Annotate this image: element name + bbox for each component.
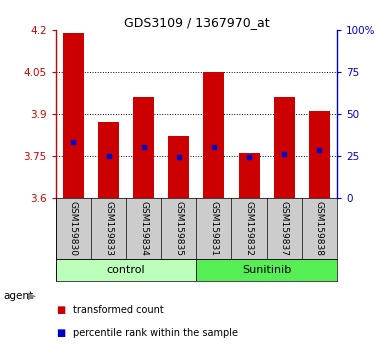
Title: GDS3109 / 1367970_at: GDS3109 / 1367970_at	[124, 16, 269, 29]
Bar	[98, 122, 119, 198]
Text: GSM159837: GSM159837	[280, 201, 289, 256]
Text: control: control	[107, 265, 146, 275]
Bar	[274, 97, 295, 198]
Text: transformed count: transformed count	[73, 305, 164, 315]
Text: ■: ■	[56, 305, 65, 315]
Bar	[168, 136, 189, 198]
Text: GSM159831: GSM159831	[209, 201, 218, 256]
Text: GSM159838: GSM159838	[315, 201, 324, 256]
Text: agent: agent	[4, 291, 34, 301]
Text: Sunitinib: Sunitinib	[242, 265, 291, 275]
Bar	[239, 153, 259, 198]
Text: GSM159832: GSM159832	[244, 201, 254, 256]
Text: GSM159830: GSM159830	[69, 201, 78, 256]
Text: GSM159835: GSM159835	[174, 201, 183, 256]
Text: ■: ■	[56, 328, 65, 338]
Text: GSM159833: GSM159833	[104, 201, 113, 256]
Bar	[133, 97, 154, 198]
Bar	[63, 33, 84, 198]
Bar	[196, 258, 337, 281]
Text: ▶: ▶	[28, 291, 36, 301]
Text: GSM159834: GSM159834	[139, 201, 148, 256]
Bar	[309, 111, 330, 198]
Bar	[203, 72, 224, 198]
Bar	[56, 258, 196, 281]
Text: percentile rank within the sample: percentile rank within the sample	[73, 328, 238, 338]
